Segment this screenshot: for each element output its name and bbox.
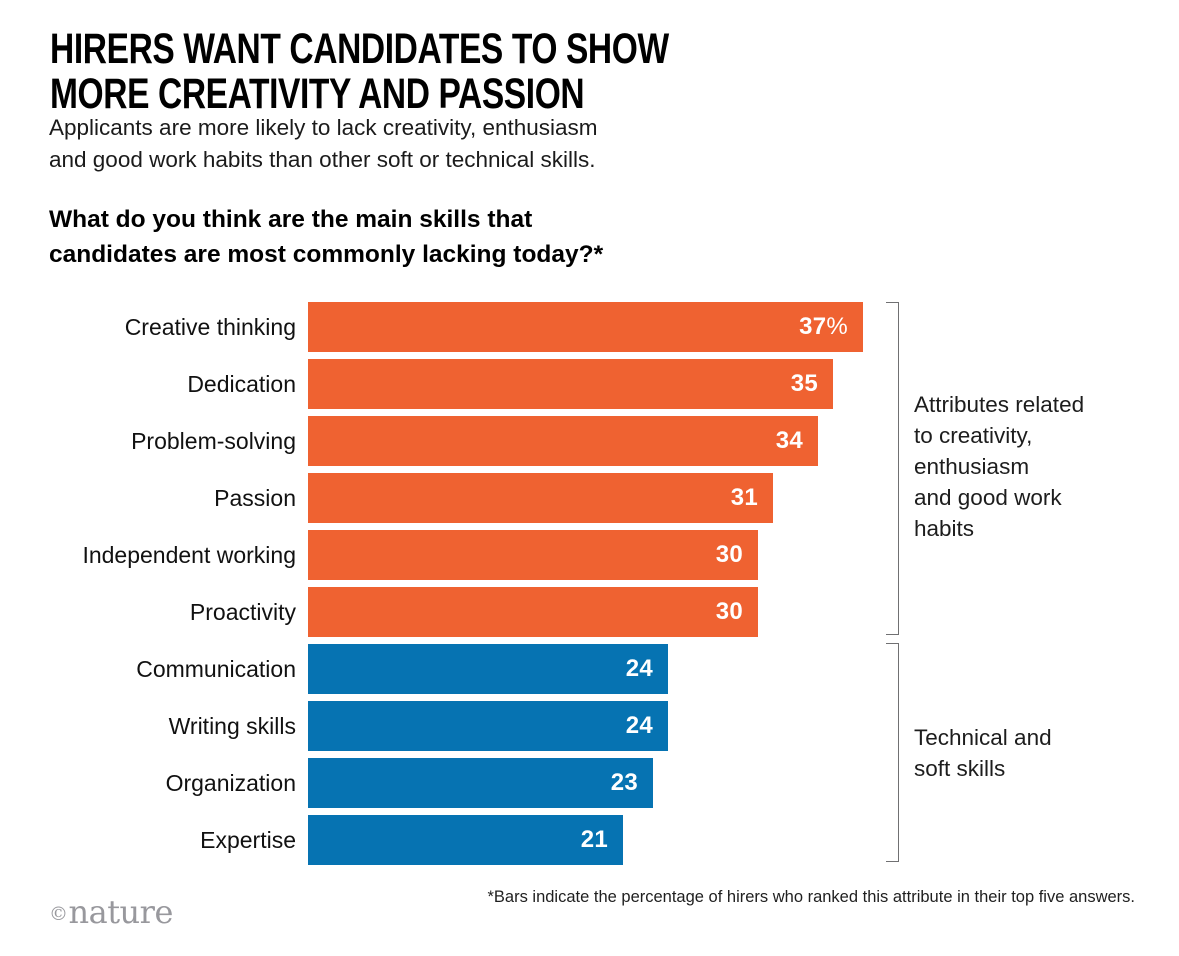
copyright-icon: © [49, 903, 68, 925]
footnote: *Bars indicate the percentage of hirers … [487, 888, 1135, 906]
nature-logo: ©nature [49, 893, 173, 931]
bar-row: Passion 31 [50, 473, 863, 523]
bar-row: Organization 23 [50, 758, 863, 808]
bar-value-label: 24 [625, 712, 653, 739]
category-label: Independent working [82, 541, 296, 568]
value-bar: 34 [308, 416, 818, 466]
bar-value-label: 23 [610, 769, 638, 796]
group-bracket-creativity [886, 302, 899, 635]
bar-value-label: 30 [715, 598, 743, 625]
bar-value-label: 30 [715, 541, 743, 568]
value-bar: 30 [308, 587, 758, 637]
group-label-technical: Technical and soft skills [914, 725, 1052, 781]
value-bar: 35 [308, 359, 833, 409]
value-bar: 37% [308, 302, 863, 352]
category-label: Organization [165, 769, 296, 796]
category-label: Problem-solving [131, 427, 296, 454]
bar-row: Creative thinking 37% [50, 302, 863, 352]
value-bar: 23 [308, 758, 653, 808]
value-bar: 24 [308, 701, 668, 751]
value-bar: 21 [308, 815, 623, 865]
group-bracket-technical [886, 643, 899, 862]
bar-row: Dedication 35 [50, 359, 863, 409]
chart-subtitle: Applicants are more likely to lack creat… [49, 115, 598, 172]
survey-question: What do you think are the main skills th… [49, 206, 604, 268]
bar-value-label: 21 [580, 826, 608, 853]
category-label: Passion [214, 484, 296, 511]
bar-row: Expertise 21 [50, 815, 863, 865]
chart-title: HIRERS WANT CANDIDATES TO SHOW MORE CREA… [50, 25, 669, 118]
value-bar: 31 [308, 473, 773, 523]
value-bar: 24 [308, 644, 668, 694]
category-label: Proactivity [189, 598, 296, 625]
bar-value-label: 24 [625, 655, 653, 682]
bar-value-unit: % [826, 313, 848, 340]
bar-chart: Creative thinking 37% Dedication 35 Problem-… [50, 302, 863, 865]
nature-wordmark: nature [68, 893, 174, 931]
bar-value-label: 35 [790, 370, 818, 397]
category-label: Creative thinking [124, 313, 296, 340]
category-label: Writing skills [168, 712, 296, 739]
bar-row: Writing skills 24 [50, 701, 863, 751]
bar-value-label: 37% [799, 313, 848, 340]
bar-row: Proactivity 30 [50, 587, 863, 637]
bar-row: Problem-solving 34 [50, 416, 863, 466]
category-label: Communication [136, 655, 296, 682]
bar-value-label: 34 [775, 427, 803, 454]
bar-row: Independent working 30 [50, 530, 863, 580]
bar-value-label: 31 [730, 484, 758, 511]
category-label: Dedication [187, 370, 296, 397]
group-label-creativity: Attributes related to creativity, enthus… [914, 392, 1085, 541]
value-bar: 30 [308, 530, 758, 580]
bar-row: Communication 24 [50, 644, 863, 694]
category-label: Expertise [200, 826, 296, 853]
